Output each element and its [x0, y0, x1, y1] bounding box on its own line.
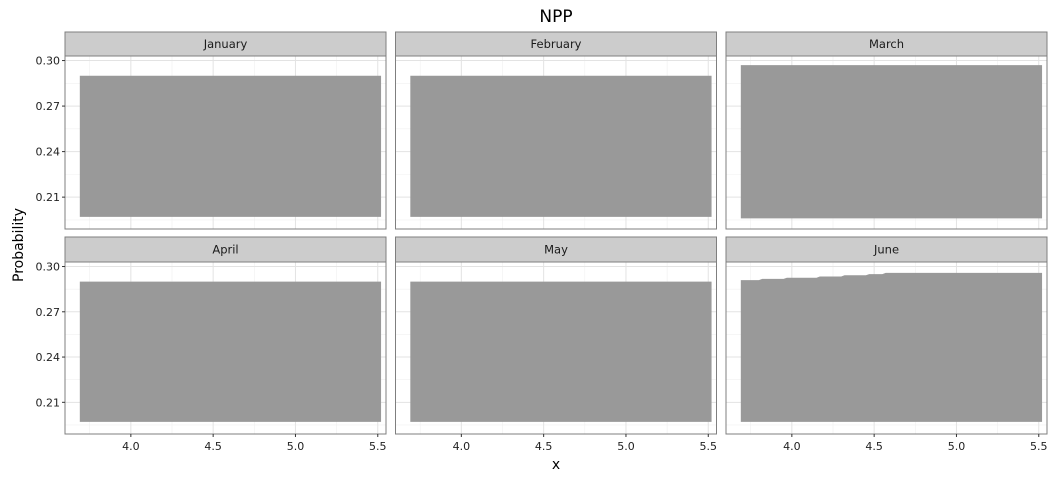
area-series-may	[410, 281, 712, 422]
strip-label: April	[212, 243, 238, 257]
x-tick-label: 5.0	[287, 440, 305, 453]
area-series-april	[79, 281, 382, 422]
strip-background	[64, 31, 387, 57]
y-tick-label: 0.24	[36, 351, 61, 364]
x-axis-title: x	[552, 457, 560, 473]
facet-panel-february: February	[395, 31, 717, 230]
y-tick-label: 0.24	[36, 146, 61, 159]
facet-panel-may: May	[395, 236, 717, 435]
y-axis: 0.21 0.24 0.27 0.30 0.21 0.24 0.27 0.30	[36, 55, 65, 409]
chart-title: NPP	[539, 7, 572, 27]
strip-background	[395, 236, 717, 263]
x-tick-label: 5.5	[369, 440, 387, 453]
x-tick-label: 4.5	[865, 440, 883, 453]
y-tick-label: 0.30	[36, 55, 61, 68]
x-axis: 4.0 4.5 5.0 5.5 4.0 4.5 5.0 5.5 4.0 4.5 5.0 5.5	[122, 434, 1048, 453]
y-tick-label: 0.30	[36, 261, 61, 274]
x-tick-label: 5.5	[1030, 440, 1048, 453]
x-tick-label: 4.0	[122, 440, 140, 453]
x-tick-label: 4.5	[535, 440, 553, 453]
facet-panel-june: June	[725, 236, 1048, 435]
x-tick-label: 4.5	[204, 440, 222, 453]
area-series-february	[410, 75, 712, 217]
area-series-january	[79, 75, 382, 217]
strip-background	[725, 31, 1048, 57]
strip-label: June	[873, 243, 899, 257]
facet-panels: January February March April May June	[64, 31, 1048, 435]
strip-background	[64, 236, 387, 263]
y-tick-label: 0.27	[36, 306, 61, 319]
x-tick-label: 5.0	[948, 440, 966, 453]
x-tick-label: 5.0	[617, 440, 635, 453]
facet-panel-april: April	[64, 236, 387, 435]
strip-background	[395, 31, 717, 57]
strip-label: February	[531, 37, 582, 51]
strip-background	[725, 236, 1048, 263]
y-tick-label: 0.21	[36, 191, 61, 204]
strip-label: January	[203, 37, 248, 51]
area-series-march	[740, 65, 1043, 219]
y-axis-title: Probability	[11, 208, 27, 282]
x-tick-label: 4.0	[783, 440, 801, 453]
strip-label: May	[544, 243, 568, 257]
facet-panel-january: January	[64, 31, 387, 230]
facet-panel-march: March	[725, 31, 1048, 230]
y-tick-label: 0.27	[36, 100, 61, 113]
x-tick-label: 5.5	[700, 440, 718, 453]
x-tick-label: 4.0	[453, 440, 471, 453]
area-series-june	[740, 272, 1043, 422]
strip-label: March	[869, 37, 904, 51]
y-tick-label: 0.21	[36, 396, 61, 409]
